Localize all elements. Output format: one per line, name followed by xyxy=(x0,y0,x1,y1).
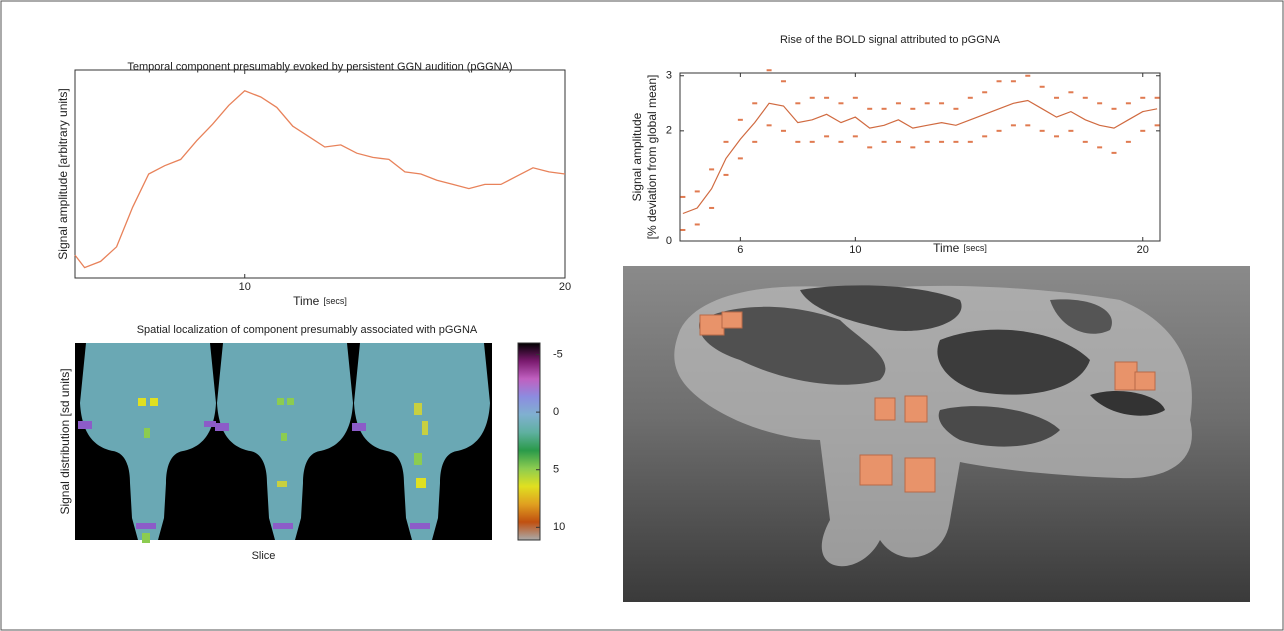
data-point xyxy=(1097,146,1102,148)
data-point xyxy=(997,130,1002,132)
data-point xyxy=(752,102,757,104)
x-tick-label: 6 xyxy=(737,244,743,256)
data-point xyxy=(896,102,901,104)
data-point xyxy=(882,108,887,110)
data-point xyxy=(709,207,714,209)
data-point xyxy=(939,141,944,143)
data-point xyxy=(867,146,872,148)
data-point xyxy=(810,141,815,143)
data-point xyxy=(910,146,915,148)
chart-title: Rise of the BOLD signal attributed to pG… xyxy=(780,34,1001,46)
data-point xyxy=(925,102,930,104)
data-point xyxy=(824,97,829,99)
data-point xyxy=(982,91,987,93)
data-point xyxy=(1011,124,1016,126)
data-point xyxy=(680,196,685,198)
x-axis-label-unit: [secs] xyxy=(963,243,987,253)
data-point xyxy=(781,130,786,132)
data-point xyxy=(1068,130,1073,132)
y-tick-label: 0 xyxy=(666,235,672,247)
data-point xyxy=(1083,141,1088,143)
data-point xyxy=(1140,97,1145,99)
data-point xyxy=(1140,130,1145,132)
data-point xyxy=(838,141,843,143)
data-point xyxy=(1126,102,1131,104)
data-point xyxy=(1011,80,1016,82)
data-point xyxy=(867,108,872,110)
colorbar xyxy=(518,343,540,540)
data-point xyxy=(1025,124,1030,126)
data-point xyxy=(838,102,843,104)
data-point xyxy=(1126,141,1131,143)
data-point xyxy=(853,97,858,99)
slice-image xyxy=(75,343,492,543)
data-point xyxy=(1054,135,1059,137)
x-tick-label: 20 xyxy=(559,281,571,293)
chart-title: Temporal component presumably evoked by … xyxy=(127,61,512,73)
colorbar-tick-label: 5 xyxy=(553,464,559,476)
colorbar-tick-label: 0 xyxy=(553,406,559,418)
x-axis-label-text: Time xyxy=(933,241,960,255)
data-point xyxy=(1040,86,1045,88)
y-axis-label: [% deviation from global mean] xyxy=(645,75,659,240)
data-point xyxy=(953,141,958,143)
data-point xyxy=(695,190,700,192)
data-point xyxy=(997,80,1002,82)
data-point xyxy=(1040,130,1045,132)
data-point xyxy=(1097,102,1102,104)
data-point xyxy=(767,69,772,71)
x-tick-label: 20 xyxy=(1137,244,1149,256)
data-point xyxy=(1025,75,1030,77)
x-axis-label-unit: [secs] xyxy=(323,296,347,306)
data-point xyxy=(738,119,743,121)
data-point xyxy=(695,223,700,225)
data-point xyxy=(1112,108,1117,110)
x-axis-label-text: Time xyxy=(293,294,320,308)
data-point xyxy=(723,174,728,176)
data-point xyxy=(709,168,714,170)
data-point xyxy=(882,141,887,143)
data-point xyxy=(767,124,772,126)
data-point xyxy=(939,102,944,104)
data-point xyxy=(1155,124,1160,126)
data-point xyxy=(723,141,728,143)
data-point xyxy=(1068,91,1073,93)
x-tick-label: 10 xyxy=(239,281,251,293)
data-point xyxy=(795,141,800,143)
brain-render xyxy=(623,266,1250,602)
data-point xyxy=(968,97,973,99)
data-point xyxy=(853,135,858,137)
data-point xyxy=(968,141,973,143)
y-axis-label: Signal amplitude xyxy=(630,112,644,201)
x-axis-label: Slice xyxy=(252,550,276,562)
data-point xyxy=(810,97,815,99)
data-point xyxy=(925,141,930,143)
data-point xyxy=(752,141,757,143)
y-axis-label: Signal amplitude [arbitrary units] xyxy=(56,88,70,259)
data-point xyxy=(1054,97,1059,99)
data-point xyxy=(1112,152,1117,154)
colorbar-tick-label: -5 xyxy=(553,348,563,360)
data-point xyxy=(781,80,786,82)
data-point xyxy=(1155,97,1160,99)
data-point xyxy=(953,108,958,110)
figure: Temporal component presumably evoked by … xyxy=(0,0,1284,631)
chart-title: Spatial localization of component presum… xyxy=(137,324,478,336)
data-point xyxy=(910,108,915,110)
data-point xyxy=(824,135,829,137)
data-point xyxy=(795,102,800,104)
data-point xyxy=(896,141,901,143)
y-tick-label: 3 xyxy=(666,70,672,82)
x-tick-label: 10 xyxy=(849,244,861,256)
data-point xyxy=(1083,97,1088,99)
colorbar-tick-label: 10 xyxy=(553,521,565,533)
data-point xyxy=(680,229,685,231)
data-point xyxy=(982,135,987,137)
y-tick-label: 2 xyxy=(666,125,672,137)
y-axis-label: Signal distribution [sd units] xyxy=(58,368,72,514)
data-point xyxy=(738,157,743,159)
